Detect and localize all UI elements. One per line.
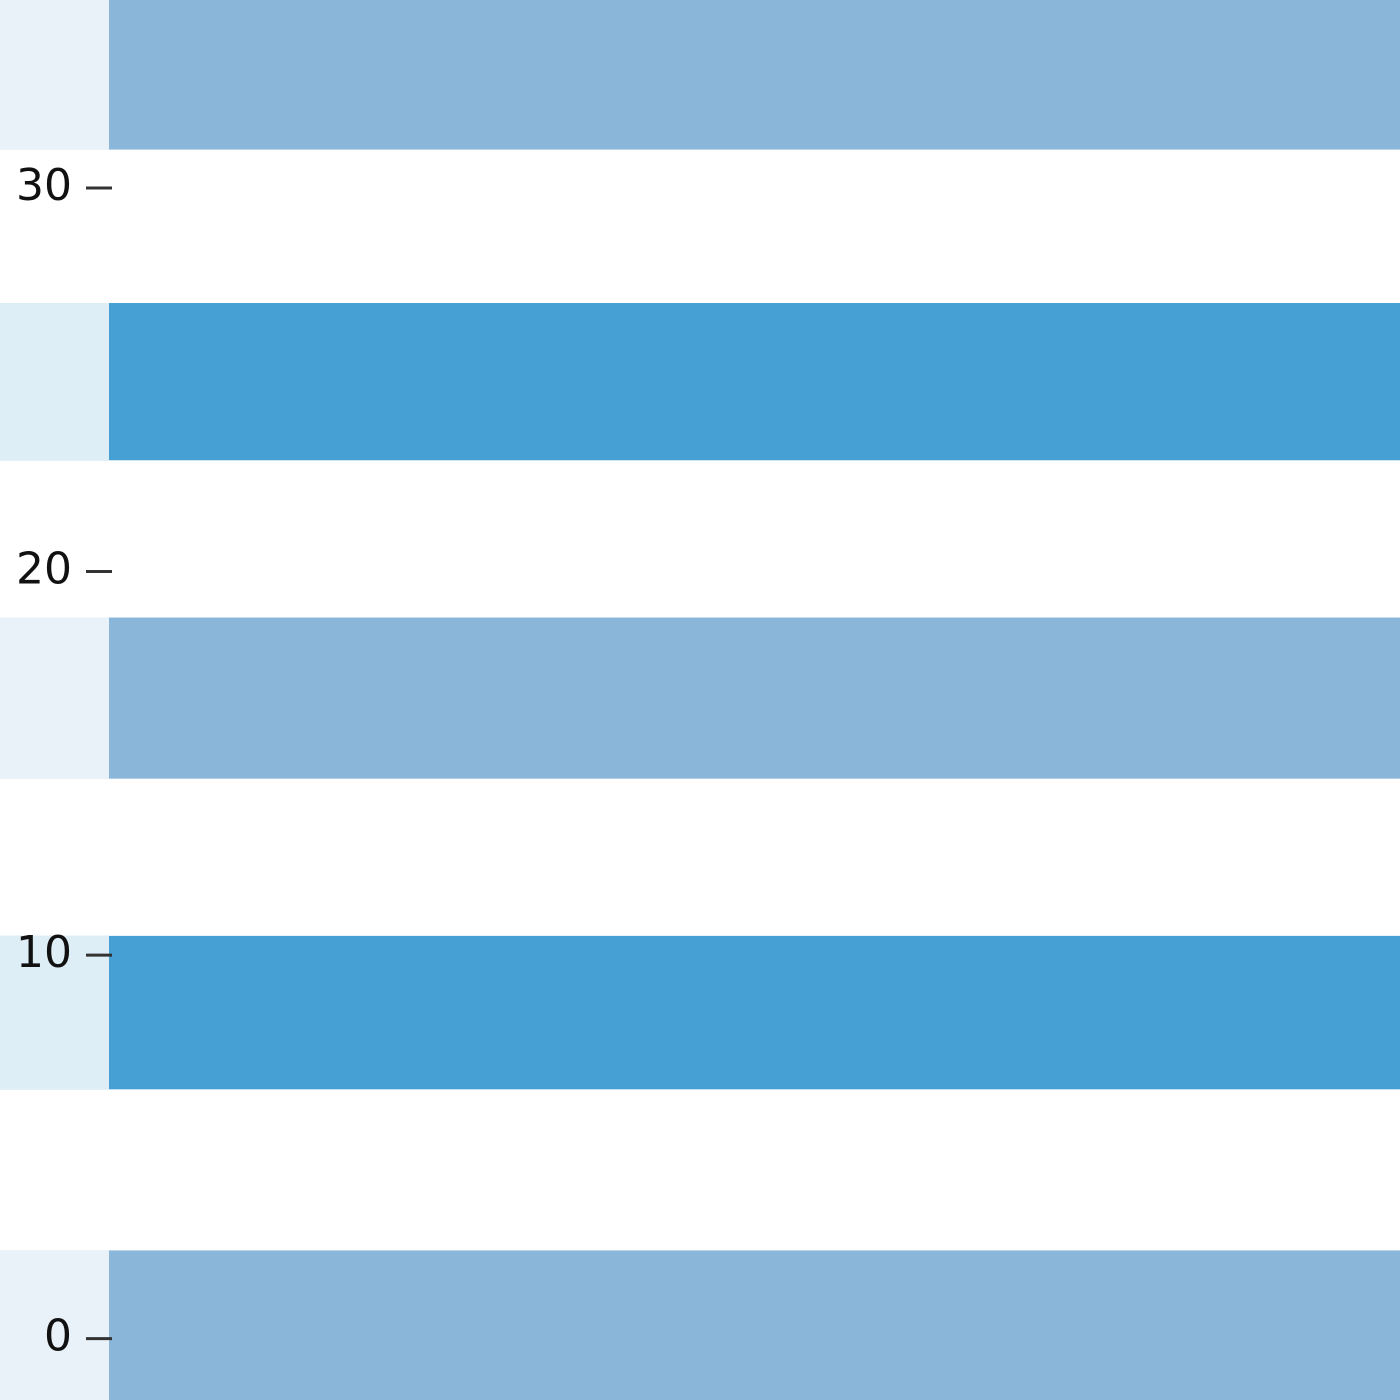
- band: [0, 1250, 1400, 1400]
- axis-strip: [0, 1250, 109, 1400]
- axis-strip: [0, 303, 109, 461]
- axis-strip: [0, 935, 109, 1090]
- y-tick-label: 0: [44, 1311, 72, 1362]
- band: [0, 303, 1400, 461]
- band: [0, 617, 1400, 779]
- axis-strip: [0, 0, 109, 150]
- band: [0, 0, 1400, 150]
- y-tick-label: 20: [16, 544, 72, 595]
- y-tick-label: 30: [16, 160, 72, 211]
- axis-strip: [0, 617, 109, 779]
- band: [0, 935, 1400, 1090]
- y-tick-label: 10: [16, 927, 72, 978]
